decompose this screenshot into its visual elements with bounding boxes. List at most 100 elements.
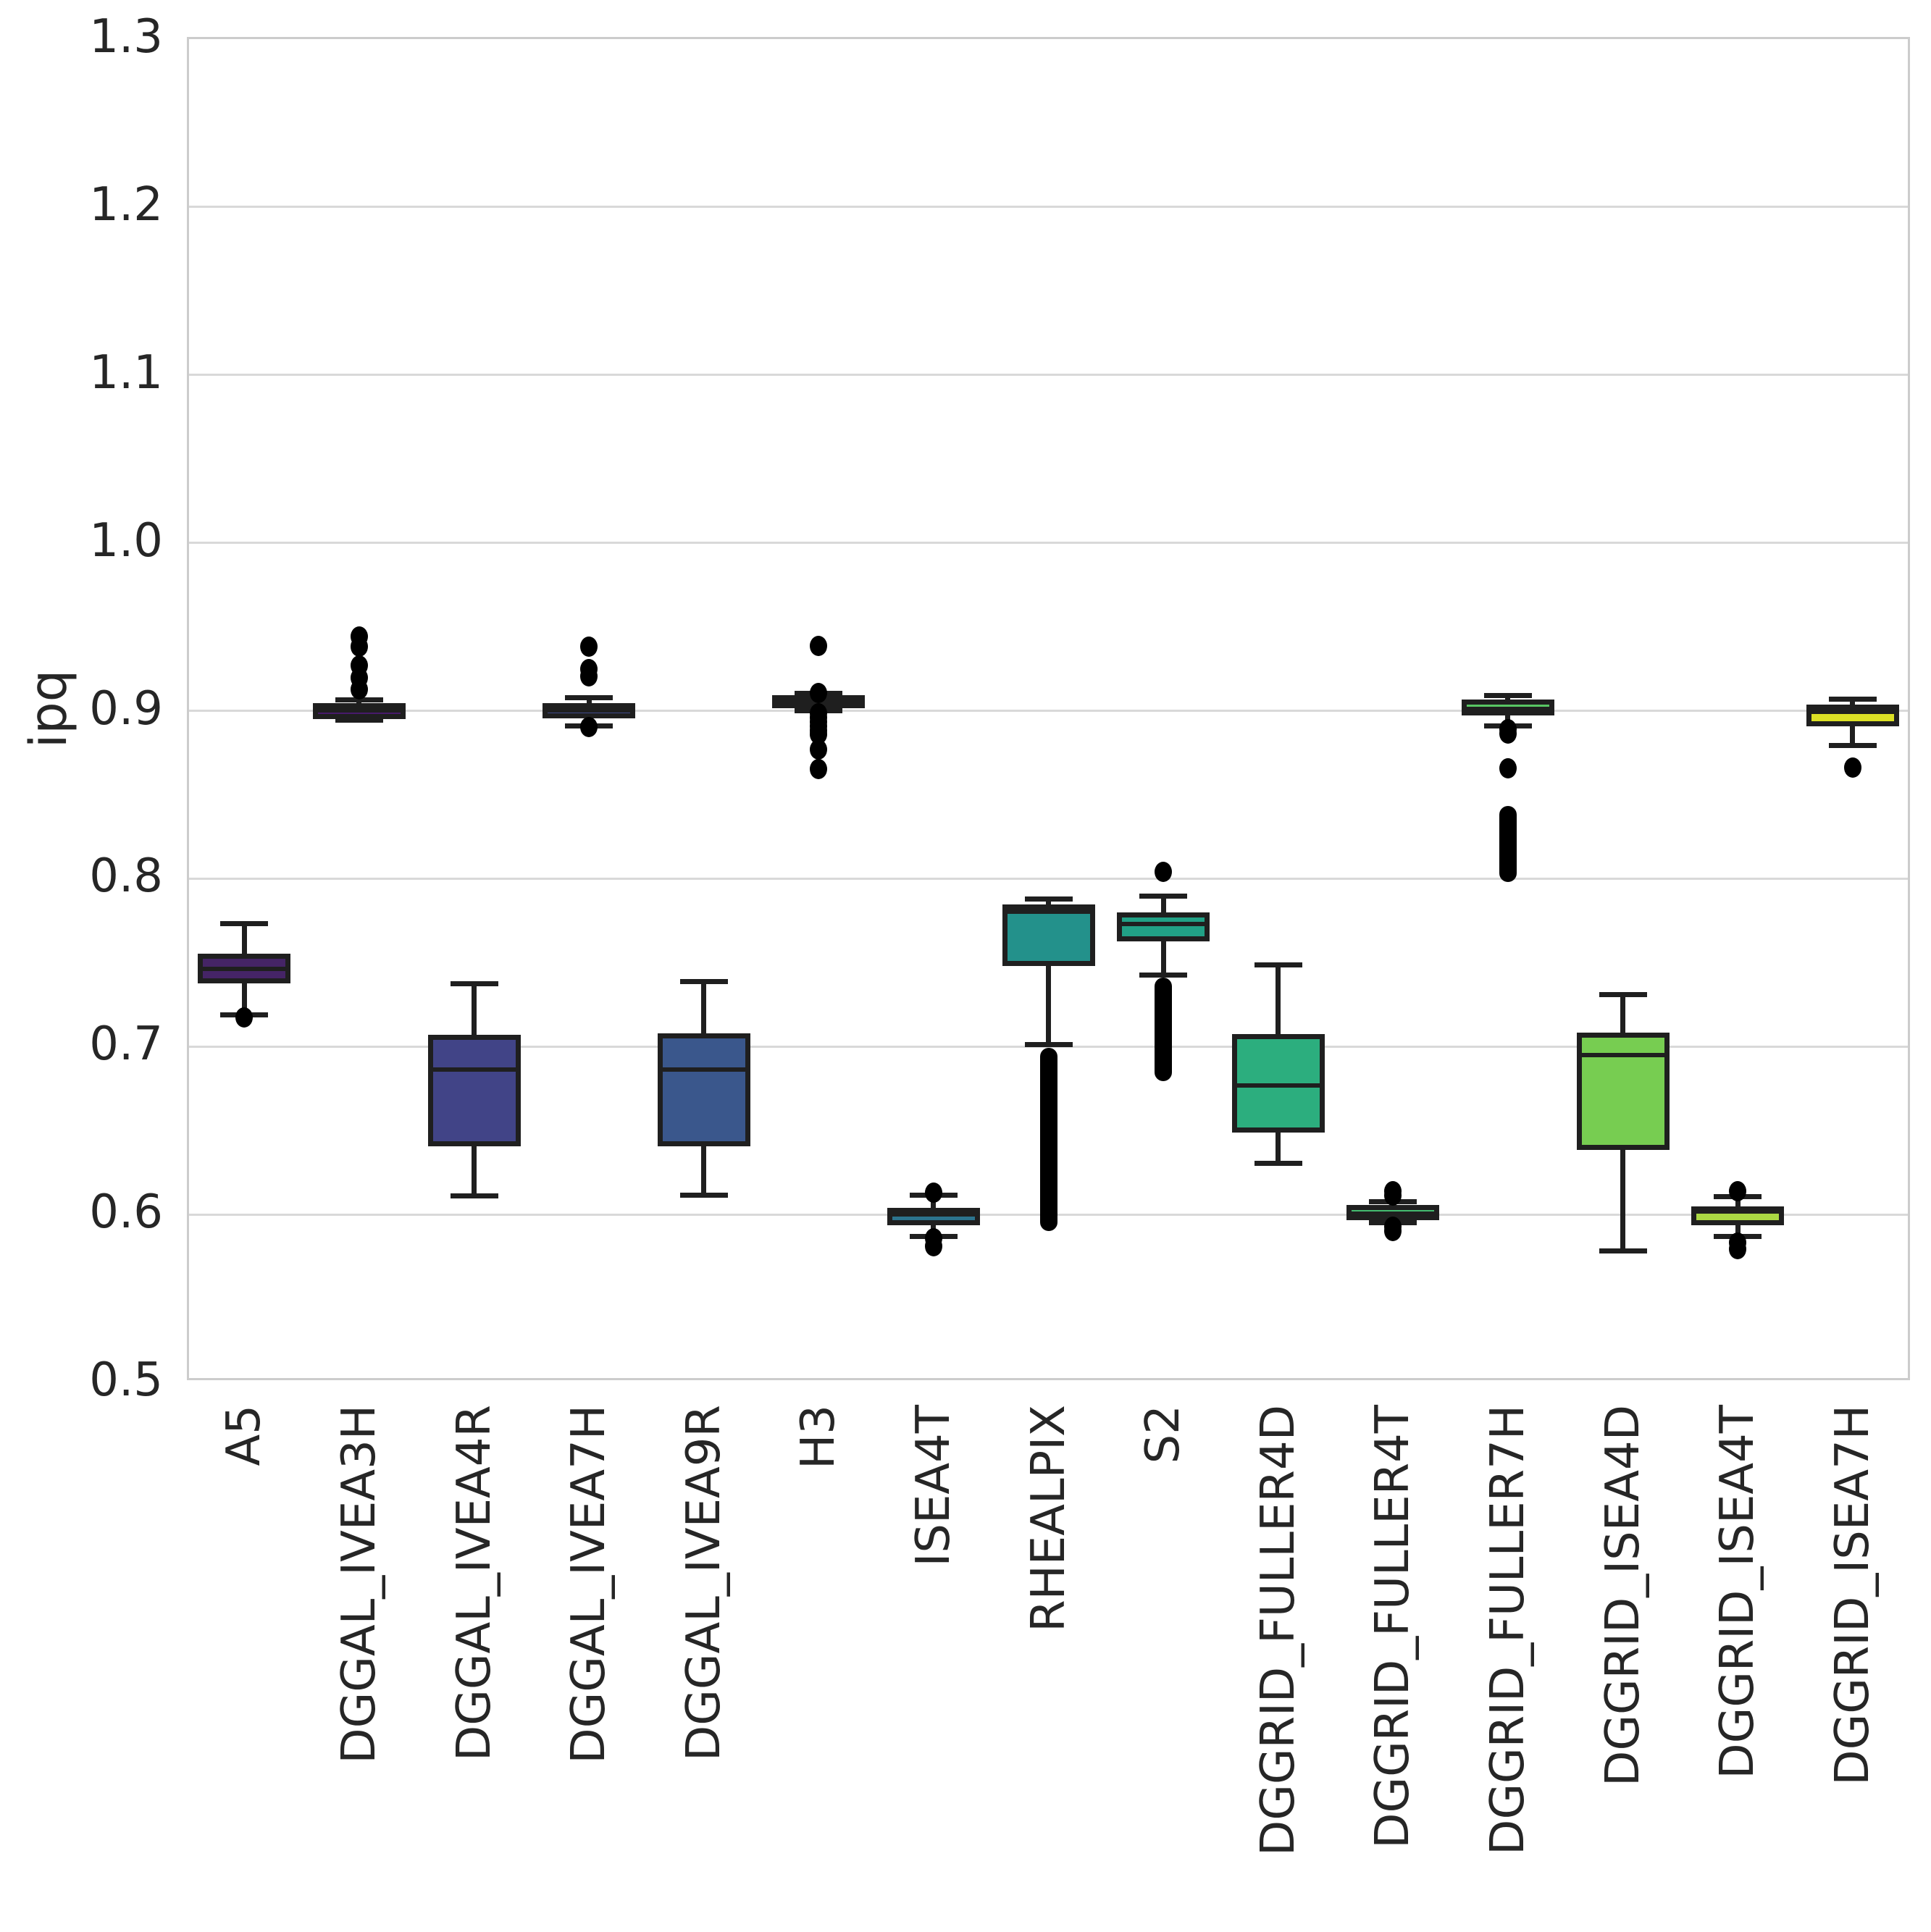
whisker-cap-upper-DGGAL_IVEA9R (679, 978, 728, 984)
whisker-cap-lower-DGGRID_ISEA7H (1828, 743, 1877, 748)
x-tick-label-DGGRID_ISEA4D: DGGRID_ISEA4D (1596, 1405, 1650, 1786)
y-tick-label: 1.0 (89, 513, 163, 568)
whisker-upper-DGGRID_ISEA7H (1850, 699, 1856, 707)
y-tick-label: 1.3 (89, 10, 163, 64)
outlier-ISEA4T (924, 1182, 942, 1203)
whisker-upper-DGGAL_IVEA3H (356, 700, 362, 706)
whisker-cap-lower-DGGRID_ISEA4D (1599, 1248, 1647, 1254)
whisker-lower-A5 (241, 980, 247, 1015)
outlier-DGGRID_ISEA7H (1843, 757, 1861, 778)
whisker-upper-DGGAL_IVEA4R (472, 983, 477, 1038)
box-DGGAL_IVEA9R (657, 1033, 750, 1146)
outlier-DGGAL_IVEA3H (350, 626, 368, 647)
whisker-lower-DGGRID_ISEA4D (1620, 1147, 1625, 1251)
whisker-lower-DGGRID_ISEA7H (1850, 723, 1856, 746)
whisker-upper-DGGRID_ISEA4T (1735, 1196, 1741, 1209)
y-tick-label: 0.9 (89, 681, 163, 736)
outlier-DGGRID_FULLER7H (1499, 723, 1517, 744)
whisker-cap-lower-DGGAL_IVEA4R (450, 1193, 498, 1199)
outlier-DGGRID_ISEA4T (1729, 1181, 1747, 1202)
whisker-cap-lower-RHEALPIX (1024, 1041, 1073, 1047)
median-DGGAL_IVEA3H (316, 707, 402, 713)
whisker-cap-lower-DGGAL_IVEA3H (335, 718, 383, 723)
outlier-H3 (810, 758, 828, 779)
whisker-cap-lower-S2 (1139, 972, 1188, 978)
outlier-DGGAL_IVEA7H (580, 636, 598, 657)
median-A5 (201, 966, 288, 971)
box-DGGAL_IVEA4R (427, 1035, 521, 1146)
median-DGGRID_FULLER4D (1235, 1083, 1321, 1088)
outlier-DGGRID_FULLER4T (1384, 1185, 1402, 1206)
whisker-upper-DGGRID_ISEA4D (1620, 994, 1625, 1036)
x-tick-label-DGGRID_FULLER7H: DGGRID_FULLER7H (1480, 1405, 1535, 1855)
box-S2 (1117, 912, 1210, 942)
box-ISEA4T (887, 1208, 980, 1225)
whisker-cap-upper-DGGAL_IVEA4R (450, 980, 498, 986)
whisker-upper-DGGRID_FULLER4D (1276, 965, 1281, 1037)
median-DGGRID_ISEA4D (1580, 1053, 1666, 1058)
y-tick-label: 0.5 (89, 1353, 163, 1407)
x-tick-label-ISEA4T: ISEA4T (906, 1405, 960, 1567)
outlier-strip-DGGRID_FULLER7H (1499, 806, 1517, 883)
whisker-cap-upper-DGGRID_FULLER4D (1254, 962, 1302, 967)
median-DGGAL_IVEA4R (431, 1067, 517, 1072)
median-S2 (1121, 921, 1207, 926)
gridline-y-0.9 (189, 710, 1908, 712)
whisker-upper-RHEALPIX (1046, 899, 1051, 907)
whisker-cap-upper-S2 (1139, 893, 1188, 899)
gridline-y-1.2 (189, 206, 1908, 209)
outlier-strip-S2 (1155, 977, 1173, 1082)
median-DGGRID_FULLER4T (1350, 1211, 1436, 1217)
y-tick-label: 1.1 (89, 345, 163, 400)
whisker-cap-upper-A5 (220, 920, 269, 926)
x-tick-label-DGGRID_ISEA4T: DGGRID_ISEA4T (1711, 1405, 1765, 1779)
y-tick-label: 0.6 (89, 1185, 163, 1240)
x-tick-label-DGGRID_FULLER4T: DGGRID_FULLER4T (1366, 1405, 1420, 1849)
whisker-upper-DGGRID_FULLER7H (1505, 695, 1511, 702)
outlier-ISEA4T (924, 1235, 942, 1256)
outlier-DGGRID_ISEA4T (1729, 1239, 1747, 1260)
gridline-y-0.8 (189, 877, 1908, 880)
whisker-cap-lower-DGGAL_IVEA9R (679, 1193, 728, 1198)
x-tick-label-H3: H3 (792, 1405, 846, 1469)
whisker-upper-DGGAL_IVEA9R (701, 981, 707, 1036)
x-tick-label-RHEALPIX: RHEALPIX (1021, 1405, 1076, 1632)
whisker-cap-upper-DGGRID_FULLER7H (1483, 692, 1532, 698)
outlier-DGGAL_IVEA7H (580, 666, 598, 687)
whisker-lower-DGGAL_IVEA4R (472, 1143, 477, 1196)
whisker-cap-lower-DGGRID_FULLER4D (1254, 1161, 1302, 1167)
whisker-lower-RHEALPIX (1046, 963, 1051, 1045)
x-tick-label-DGGRID_ISEA7H: DGGRID_ISEA7H (1825, 1405, 1880, 1786)
y-tick-label: 0.7 (89, 1017, 163, 1072)
x-tick-label-DGGRID_FULLER4D: DGGRID_FULLER4D (1251, 1405, 1305, 1856)
median-RHEALPIX (1005, 910, 1092, 915)
outlier-H3 (810, 739, 828, 760)
x-tick-label-DGGAL_IVEA3H: DGGAL_IVEA3H (332, 1405, 386, 1764)
whisker-cap-upper-DGGAL_IVEA3H (335, 697, 383, 703)
y-tick-label: 0.8 (89, 849, 163, 904)
outlier-DGGRID_FULLER7H (1499, 758, 1517, 779)
whisker-upper-S2 (1160, 896, 1166, 915)
x-tick-label-S2: S2 (1136, 1405, 1191, 1464)
x-tick-label-A5: A5 (217, 1405, 272, 1466)
median-DGGAL_IVEA9R (661, 1067, 747, 1072)
outlier-DGGAL_IVEA7H (580, 717, 598, 737)
gridline-y-1.1 (189, 374, 1908, 377)
whisker-lower-DGGRID_ISEA4T (1735, 1222, 1741, 1237)
whisker-cap-upper-DGGRID_ISEA7H (1828, 696, 1877, 702)
outlier-strip-RHEALPIX (1039, 1047, 1057, 1231)
outlier-DGGAL_IVEA3H (350, 655, 368, 676)
outlier-DGGRID_FULLER4T (1384, 1220, 1402, 1241)
median-ISEA4T (890, 1211, 976, 1217)
median-DGGRID_ISEA7H (1809, 710, 1896, 715)
whisker-lower-DGGRID_FULLER7H (1505, 713, 1511, 726)
whisker-cap-upper-DGGAL_IVEA7H (565, 694, 613, 700)
median-DGGAL_IVEA7H (546, 707, 632, 713)
whisker-upper-A5 (241, 923, 247, 957)
box-DGGRID_ISEA4D (1576, 1032, 1670, 1151)
outlier-H3 (810, 683, 828, 704)
median-DGGRID_ISEA4T (1695, 1209, 1781, 1214)
whisker-lower-DGGAL_IVEA9R (701, 1143, 707, 1196)
y-tick-label: 1.2 (89, 177, 163, 232)
box-DGGRID_ISEA7H (1806, 704, 1899, 726)
